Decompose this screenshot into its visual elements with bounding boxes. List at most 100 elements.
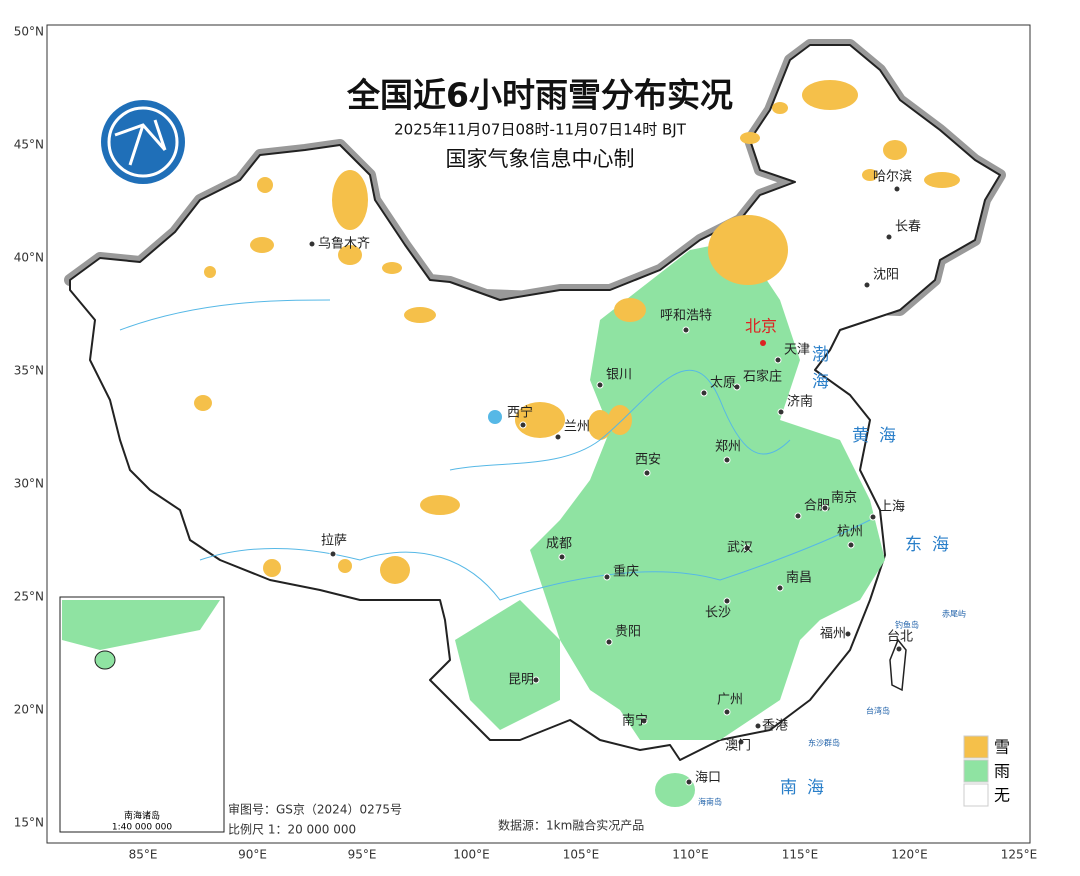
taiwan	[889, 638, 907, 692]
city-label: 重庆	[613, 564, 639, 580]
city-marker	[596, 381, 604, 389]
city-label: 南京	[831, 490, 857, 506]
city-label: 天津	[784, 343, 810, 358]
lat-label: 50°N	[14, 25, 44, 39]
city-marker	[777, 408, 785, 416]
city-label: 南昌	[786, 570, 812, 586]
city-label: 西宁	[507, 405, 533, 421]
inset-scale: 1:40 000 000	[112, 823, 173, 833]
city-label: 福州	[820, 627, 846, 642]
city-marker	[685, 778, 693, 786]
inset	[59, 596, 225, 833]
city-marker	[640, 717, 648, 725]
island-label: 钓鱼岛	[895, 620, 919, 630]
city-marker	[643, 469, 651, 477]
source: 数据源：1km融合实况产品	[498, 818, 644, 833]
legend-swatch	[963, 735, 989, 759]
city-label: 银川	[606, 368, 632, 383]
lat-label: 25°N	[14, 590, 44, 604]
city-label: 南宁	[622, 713, 648, 729]
inset-hainan	[94, 650, 116, 670]
city-marker	[774, 356, 782, 364]
sea-label: 黄海	[852, 426, 906, 446]
city-label: 台北	[887, 630, 913, 645]
city-label: 长春	[895, 220, 921, 235]
city-marker	[700, 389, 708, 397]
city-marker	[723, 597, 731, 605]
city-label: 海口	[695, 771, 721, 786]
city-marker	[682, 326, 690, 334]
legend-swatch	[963, 783, 989, 807]
city-marker	[893, 185, 901, 193]
producer: 国家气象信息中心制	[446, 147, 635, 171]
sea-label: 东海	[905, 535, 959, 555]
lat-label: 35°N	[14, 364, 44, 378]
inset-rain	[62, 600, 220, 650]
city-marker	[895, 645, 903, 653]
city-label: 香港	[762, 719, 788, 734]
city-label: 上海	[879, 500, 905, 515]
lat-label: 20°N	[14, 703, 44, 717]
city-marker	[737, 738, 745, 746]
lon-label: 105°E	[563, 848, 600, 862]
sea-label: 南海	[780, 778, 834, 798]
rain-area	[455, 240, 885, 807]
city-marker	[869, 513, 877, 521]
lat-label: 40°N	[14, 251, 44, 265]
city-marker	[605, 638, 613, 646]
legend-label: 无	[994, 786, 1010, 805]
city-label: 广州	[717, 693, 743, 708]
city-label: 石家庄	[743, 369, 782, 385]
lat-label: 30°N	[14, 477, 44, 491]
city-marker	[776, 584, 784, 592]
city-marker	[519, 421, 527, 429]
lon-label: 115°E	[782, 848, 819, 862]
island-label: 东沙群岛	[808, 738, 840, 748]
city-marker	[863, 281, 871, 289]
city-marker	[558, 553, 566, 561]
city-label: 拉萨	[321, 534, 347, 549]
lat-label: 15°N	[14, 816, 44, 830]
island-label: 台湾岛	[866, 706, 890, 716]
city-marker	[847, 541, 855, 549]
title: 全国近6小时雨雪分布实况	[346, 76, 733, 115]
city-marker	[754, 722, 762, 730]
lon-label: 95°E	[348, 848, 377, 862]
city-marker	[885, 233, 893, 241]
lon-label: 100°E	[453, 848, 490, 862]
city-marker	[329, 550, 337, 558]
city-marker	[844, 630, 852, 638]
lon-label: 125°E	[1001, 848, 1038, 862]
review-number: 审图号：GS京（2024）0275号	[228, 802, 402, 817]
legend-label: 雨	[994, 762, 1010, 781]
city-marker	[308, 240, 316, 248]
lon-label: 90°E	[238, 848, 267, 862]
island-label: 海南岛	[698, 797, 722, 807]
capital-marker	[760, 340, 766, 346]
city-label: 哈尔滨	[873, 169, 912, 185]
island-label: 赤尾屿	[942, 610, 966, 619]
city-marker	[794, 512, 802, 520]
city-label: 郑州	[715, 440, 741, 455]
city-label: 澳门	[725, 738, 751, 754]
city-label: 长沙	[705, 606, 731, 621]
subtitle: 2025年11月07日08时-11月07日14时 BJT	[394, 121, 687, 139]
city-label: 昆明	[508, 673, 534, 688]
snow-area	[194, 80, 960, 584]
rivers	[119, 299, 871, 601]
city-label: 西安	[635, 453, 661, 468]
lake	[488, 410, 502, 424]
city-marker	[743, 544, 751, 552]
city-marker	[603, 573, 611, 581]
city-marker	[821, 504, 829, 512]
legend-swatch	[963, 759, 989, 783]
logo	[101, 100, 185, 184]
city-label: 贵阳	[615, 625, 641, 640]
city-label: 太原	[710, 376, 736, 391]
city-marker	[733, 383, 741, 391]
inset-title: 南海诸岛	[124, 810, 160, 822]
capital-label: 北京	[745, 317, 777, 336]
city-label: 乌鲁木齐	[318, 236, 370, 252]
scale: 比例尺 1：20 000 000	[228, 823, 356, 837]
